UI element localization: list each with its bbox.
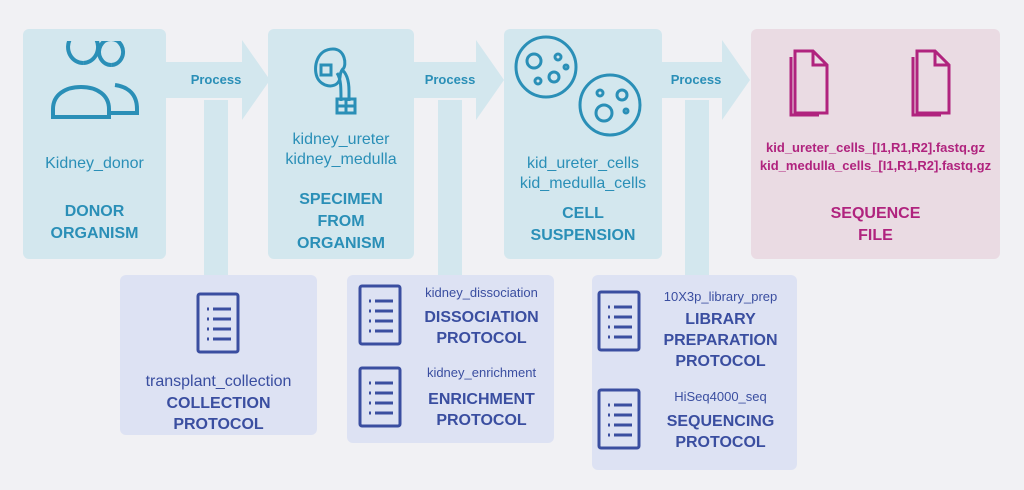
sequencing-protocol-title-line2: PROTOCOL — [675, 434, 766, 451]
library-protocol: 10X3p_library_prep LIBRARY PREPARATION P… — [592, 275, 797, 375]
library-protocol-title-line3: PROTOCOL — [675, 353, 766, 370]
sequence-title-line2: FILE — [858, 227, 893, 244]
sequencing-protocol-title-line1: SEQUENCING — [666, 413, 775, 430]
enrichment-protocol: kidney_enrichment ENRICHMENT PROTOCOL — [347, 359, 554, 441]
petri-dish-icon — [514, 35, 642, 137]
library-sequencing-container: 10X3p_library_prep LIBRARY PREPARATION P… — [592, 275, 797, 470]
dissociation-protocol-title-line2: PROTOCOL — [436, 330, 527, 347]
enrichment-protocol-title-line1: ENRICHMENT — [428, 391, 535, 408]
process-arrow-1 — [166, 40, 270, 120]
process-label-3: Process — [670, 72, 722, 87]
collection-protocol-name: transplant_collection — [145, 373, 292, 390]
dissociation-protocol-name: kidney_dissociation — [425, 285, 538, 300]
cells-title-line1: CELL — [562, 205, 604, 222]
collection-protocol-title-line1: COLLECTION — [166, 395, 271, 412]
file-icon — [911, 49, 951, 117]
cells-title-line2: SUSPENSION — [530, 227, 636, 244]
specimen-title-line3: ORGANISM — [297, 235, 385, 252]
process-arrow-2 — [400, 40, 504, 120]
specimen-title-line1: SPECIMEN — [299, 191, 383, 208]
sequence-name-line1: kid_ureter_cells_[I1,R1,R2].fastq.gz — [766, 140, 985, 155]
people-icon — [51, 41, 139, 119]
specimen-name-line1: kidney_ureter — [292, 131, 390, 148]
enrichment-protocol-title-line2: PROTOCOL — [436, 412, 527, 429]
dissociation-protocol-title-line1: DISSOCIATION — [424, 309, 539, 326]
dissociation-enrichment-container: kidney_dissociation DISSOCIATION PROTOCO… — [347, 275, 554, 443]
dissociation-protocol: kidney_dissociation DISSOCIATION PROTOCO… — [347, 275, 554, 357]
cell-suspension-box: kid_ureter_cells kid_medulla_cells CELL … — [504, 29, 662, 259]
collection-protocol-title-line2: PROTOCOL — [173, 416, 264, 433]
donor-title-line2: ORGANISM — [50, 225, 139, 242]
enrichment-protocol-name: kidney_enrichment — [426, 365, 537, 380]
cells-name-line1: kid_ureter_cells — [526, 155, 640, 172]
sequence-title-line1: SEQUENCE — [830, 205, 921, 222]
donor-name: Kidney_donor — [45, 155, 144, 172]
library-protocol-name: 10X3p_library_prep — [663, 289, 778, 304]
sequencing-protocol: HiSeq4000_seq SEQUENCING PROTOCOL — [592, 379, 797, 469]
file-icon — [789, 49, 829, 117]
kidney-icon — [314, 47, 357, 115]
cells-name-line2: kid_medulla_cells — [519, 175, 647, 192]
process-arrow-3 — [646, 40, 750, 120]
process-label-1: Process — [190, 72, 242, 87]
collection-protocol-box: transplant_collection COLLECTION PROTOCO… — [120, 275, 317, 435]
specimen-name-line2: kidney_medulla — [285, 151, 397, 168]
document-list-icon — [597, 290, 641, 352]
connector-dissociation — [438, 100, 462, 280]
connector-collection — [204, 100, 228, 280]
donor-title-line1: DONOR — [64, 203, 125, 220]
sequencing-protocol-name: HiSeq4000_seq — [674, 389, 767, 404]
process-label-2: Process — [424, 72, 476, 87]
specimen-title-line2: FROM — [317, 213, 365, 230]
library-protocol-title-line1: LIBRARY — [685, 311, 756, 328]
document-list-icon — [358, 284, 402, 346]
donor-organism-box: Kidney_donor DONOR ORGANISM — [23, 29, 166, 259]
document-list-icon — [358, 366, 402, 428]
sequence-file-box: kid_ureter_cells_[I1,R1,R2].fastq.gz kid… — [751, 29, 1000, 259]
sequence-name-line2: kid_medulla_cells_[I1,R1,R2].fastq.gz — [759, 158, 992, 173]
connector-library — [685, 100, 709, 280]
specimen-box: kidney_ureter kidney_medulla SPECIMEN FR… — [268, 29, 414, 259]
library-protocol-title-line2: PREPARATION — [663, 332, 778, 349]
document-list-icon — [597, 388, 641, 450]
document-list-icon — [196, 292, 240, 354]
